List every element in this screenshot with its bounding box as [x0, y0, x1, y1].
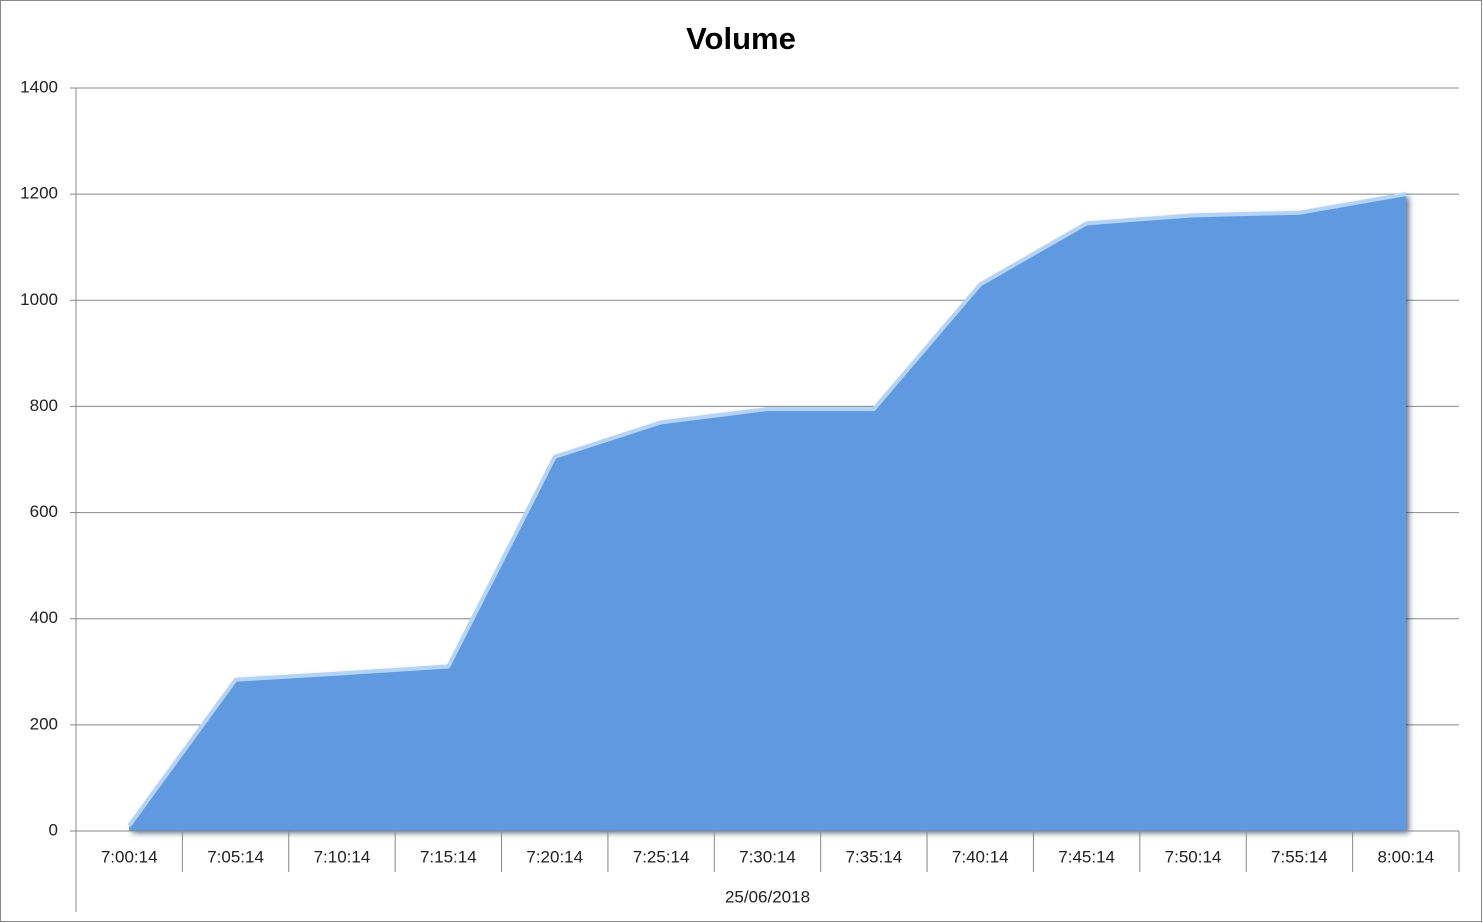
x-tick-label: 7:00:14	[101, 847, 158, 866]
area	[129, 194, 1406, 832]
x-tick-label: 7:20:14	[526, 847, 583, 866]
y-tick-label: 200	[30, 714, 58, 733]
x-tick-label: 7:40:14	[952, 847, 1009, 866]
y-tick-label: 1400	[20, 77, 58, 96]
x-tick-label: 7:50:14	[1165, 847, 1222, 866]
x-tick-label: 7:55:14	[1271, 847, 1328, 866]
y-tick-label: 400	[30, 608, 58, 627]
y-tick-label: 0	[49, 820, 58, 839]
x-tick-label: 7:05:14	[207, 847, 264, 866]
x-tick-label: 7:35:14	[846, 847, 903, 866]
y-tick-label: 1200	[20, 184, 58, 203]
x-tick-label: 7:25:14	[633, 847, 690, 866]
x-tick-label: 7:15:14	[420, 847, 477, 866]
area-edge	[127, 192, 1407, 827]
x-tick-label: 7:10:14	[314, 847, 371, 866]
x-tick-label: 7:45:14	[1058, 847, 1115, 866]
y-tick-label: 600	[30, 502, 58, 521]
y-tick-label: 1000	[20, 290, 58, 309]
x-tick-label: 7:30:14	[739, 847, 796, 866]
category-group-label: 25/06/2018	[725, 887, 810, 906]
chart-title: Volume	[686, 21, 796, 56]
y-tick-label: 800	[30, 396, 58, 415]
x-tick-label: 8:00:14	[1377, 847, 1434, 866]
